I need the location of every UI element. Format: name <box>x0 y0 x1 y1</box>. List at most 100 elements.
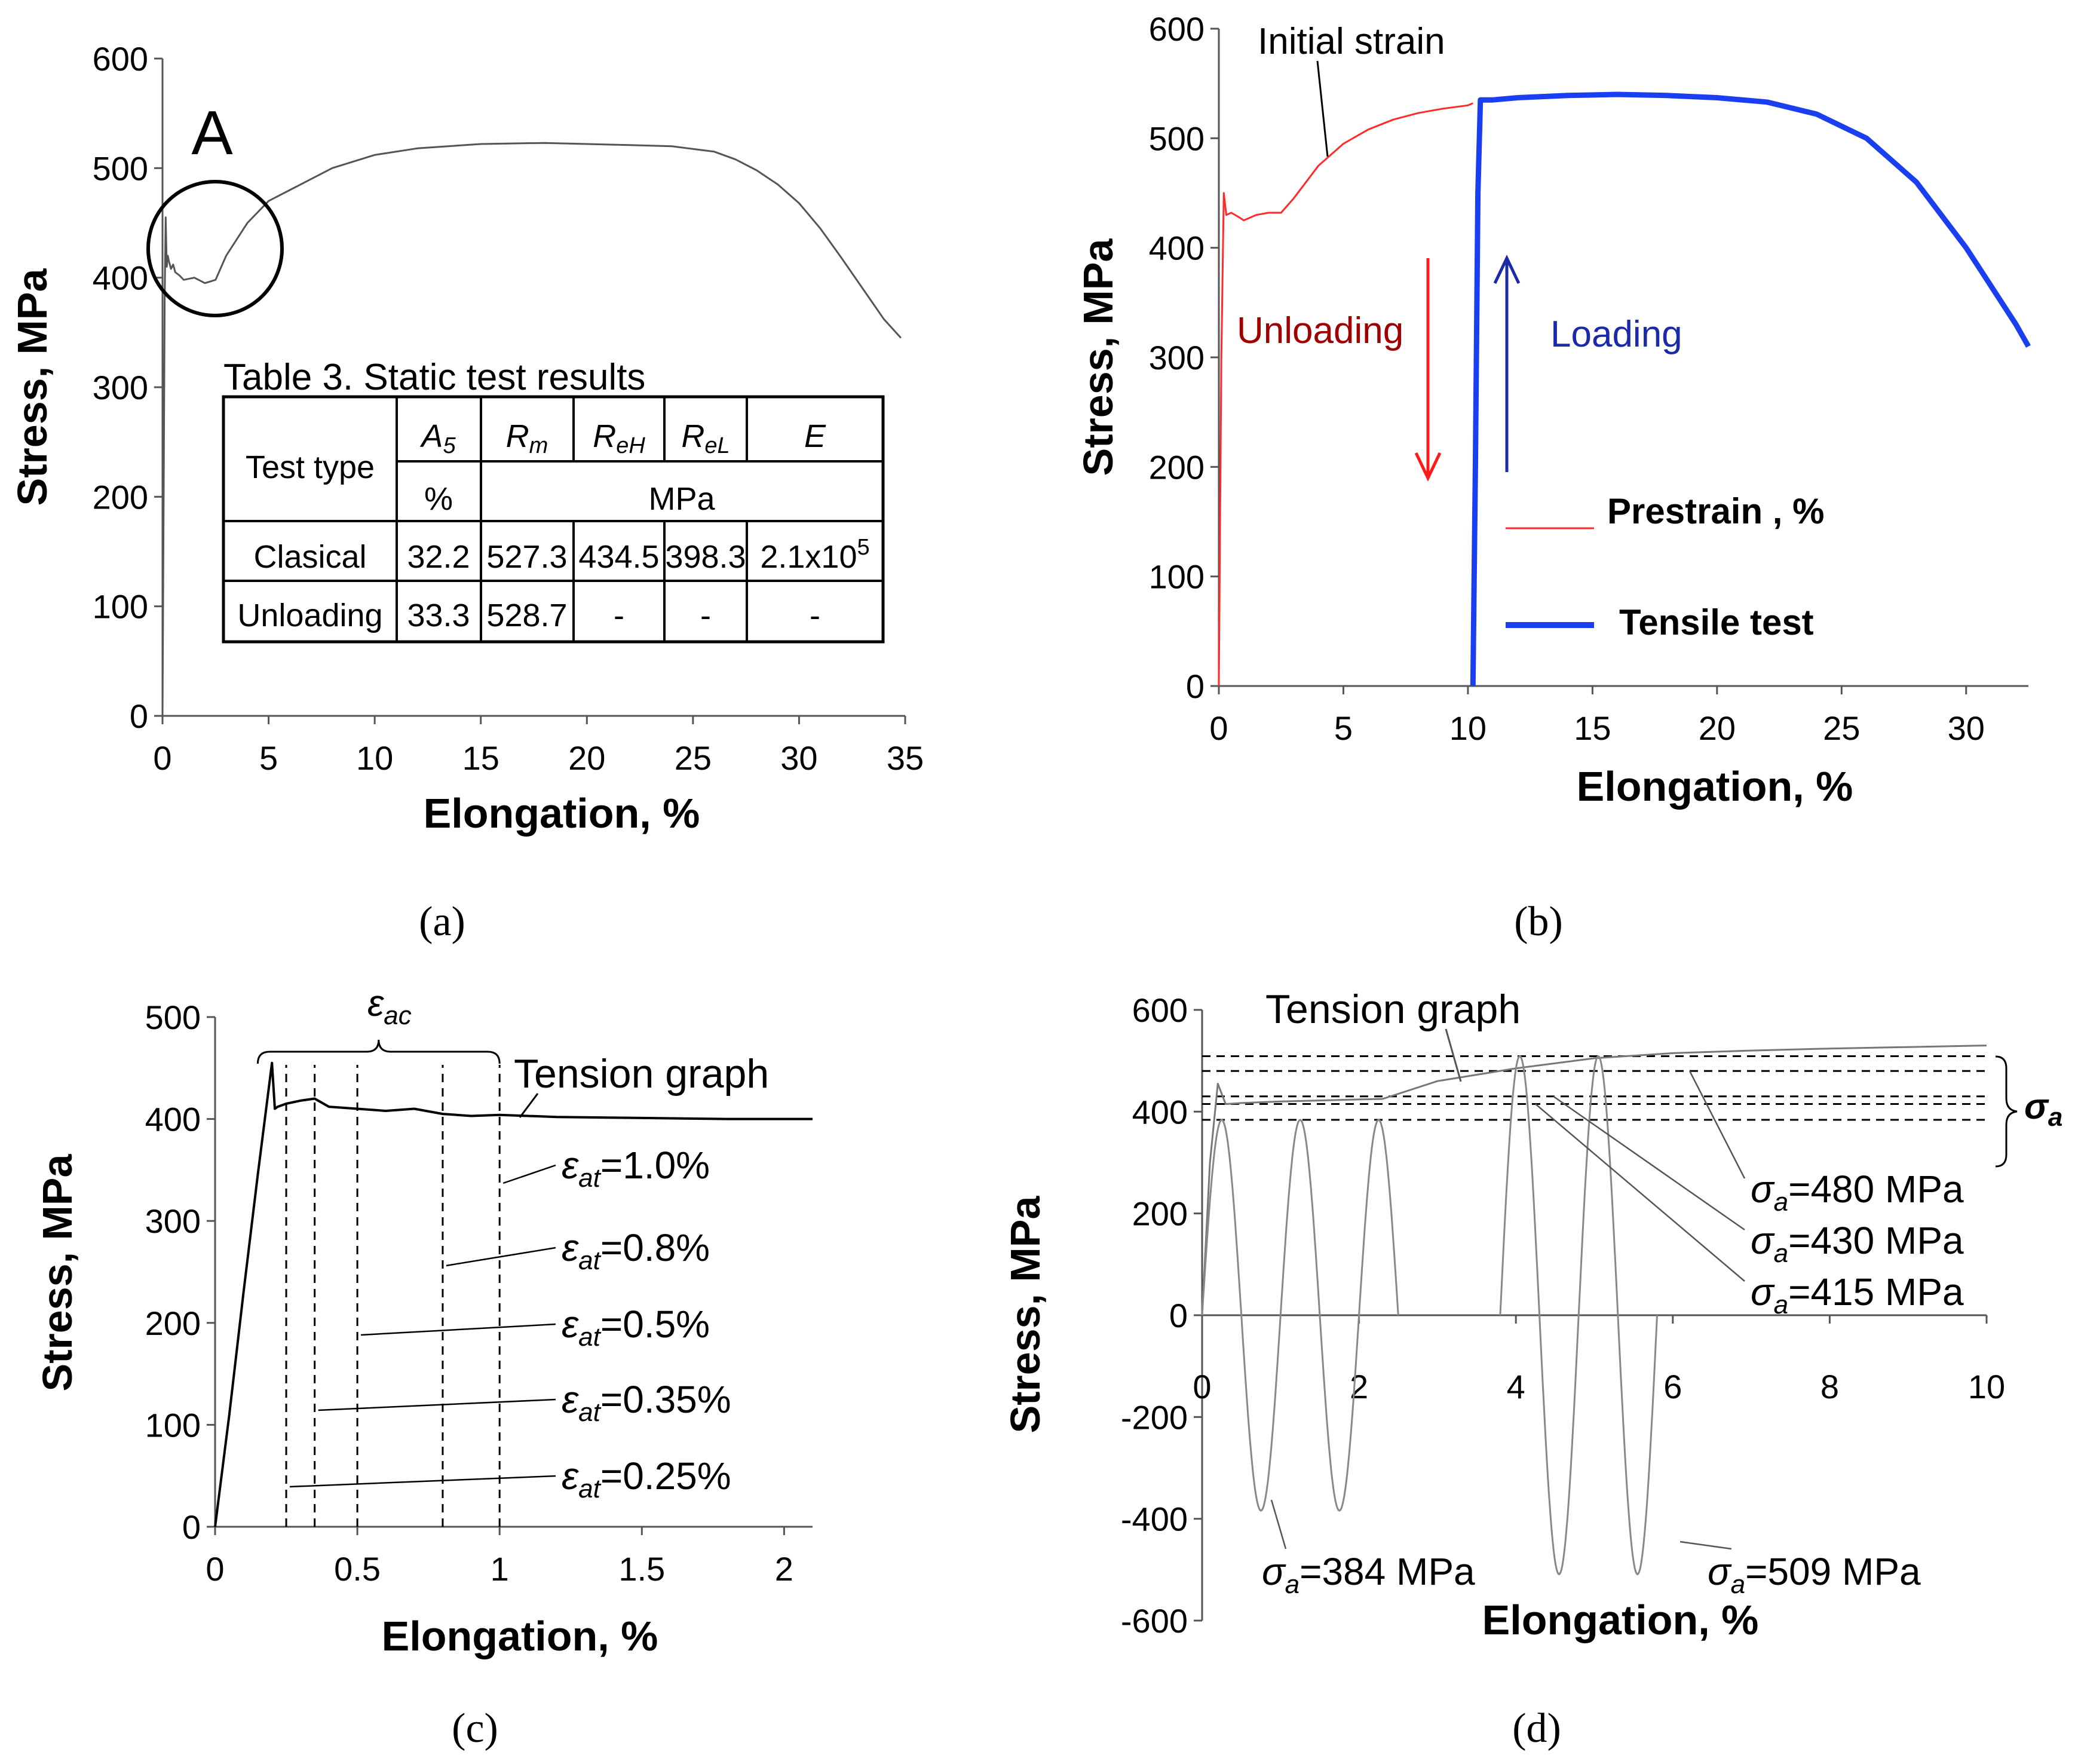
x-axis-title: Elongation, % <box>424 790 700 837</box>
c-tension-leader <box>519 1093 539 1118</box>
y-tick-label: 500 <box>145 999 201 1036</box>
legend-label-prestrain: Prestrain , % <box>1607 491 1825 531</box>
b-unloading-arrowhead <box>1414 452 1442 482</box>
x-tick-label: 0 <box>153 739 171 777</box>
y-tick-label: -200 <box>1121 1398 1188 1436</box>
x-axis-title: Elongation, % <box>382 1613 658 1659</box>
b-prestrain-curve <box>1218 102 1473 687</box>
c-strain-label: εat=1.0% <box>562 1144 710 1193</box>
table-cell: Clasical <box>253 539 366 575</box>
y-tick-label: 500 <box>1149 120 1204 157</box>
y-tick-label: 0 <box>182 1508 201 1546</box>
y-tick-label: 400 <box>1149 229 1204 267</box>
x-tick-label: 2 <box>1350 1368 1368 1405</box>
y-tick-label: 600 <box>1132 991 1188 1029</box>
y-tick-label: 500 <box>93 149 148 187</box>
y-tick-label: 0 <box>1186 667 1204 705</box>
x-tick-label: 20 <box>1699 709 1736 747</box>
d-brace-label: σa <box>2024 1086 2062 1132</box>
x-tick-label: 6 <box>1663 1368 1682 1405</box>
panel-b: 0 100 200 300 400 500 600 0 5 10 15 20 25 30 Elongatio… <box>1075 10 2031 945</box>
y-tick-label: 600 <box>93 40 148 78</box>
d-stress-leader <box>1688 1070 1746 1179</box>
d-stress-leader <box>1535 1103 1745 1282</box>
x-tick-label: 0 <box>1209 709 1228 747</box>
c-bracket-label: εac <box>367 983 412 1030</box>
c-plot-area: 0 100 200 300 400 500 0 0.5 1 1.5 2 Elongation, % St… <box>34 999 813 1659</box>
x-tick-label: 30 <box>1948 709 1985 747</box>
a-caption: (a) <box>419 899 465 945</box>
table-cell: 528.7 <box>486 598 567 633</box>
y-tick-label: 0 <box>1169 1297 1188 1334</box>
y-tick-label: 300 <box>145 1202 201 1240</box>
table-unit-percent: % <box>424 481 453 517</box>
b-annotation-unloading: Unloading <box>1237 310 1403 351</box>
y-axis-title: Stress, MPa <box>1075 238 1121 476</box>
x-axis-title: Elongation, % <box>1577 763 1853 810</box>
y-tick-label: 100 <box>145 1406 201 1444</box>
d-stress-leader <box>1553 1095 1745 1231</box>
x-tick-label: 20 <box>568 739 605 777</box>
c-strain-label: εat=0.8% <box>562 1226 710 1275</box>
y-tick-label: 400 <box>145 1101 201 1138</box>
b-initial-strain-leader <box>1316 60 1329 157</box>
d-stress-label: σa=509 MPa <box>1708 1550 1921 1599</box>
x-tick-label: 10 <box>1449 709 1487 747</box>
x-tick-label: 0.5 <box>334 1550 381 1588</box>
table-header-rm: Rm <box>506 418 548 458</box>
x-tick-label: 30 <box>780 739 817 777</box>
b-annotation-initial-strain: Initial strain <box>1258 21 1445 62</box>
x-tick-label: 0 <box>206 1550 224 1588</box>
x-tick-label: 15 <box>462 739 499 777</box>
d-stress-leader <box>1679 1541 1732 1550</box>
b-loading-arrowhead <box>1493 255 1521 284</box>
y-tick-label: 200 <box>1132 1195 1188 1233</box>
b-annotation-loading: Loading <box>1550 314 1682 355</box>
d-stress-label: σa=384 MPa <box>1262 1550 1475 1599</box>
d-sigma-brace <box>1995 1055 2018 1168</box>
y-tick-label: 200 <box>93 478 148 516</box>
y-tick-label: 200 <box>1149 448 1204 486</box>
panel-a: 0 100 200 300 400 500 600 0 5 10 15 20 25 30 35 Elongat… <box>9 40 924 945</box>
x-tick-label: 0 <box>1193 1368 1211 1405</box>
table-cell: - <box>810 598 820 633</box>
b-tensile-curve <box>1470 91 2031 687</box>
d-stress-label: σa=430 MPa <box>1751 1219 1964 1268</box>
c-strain-leader <box>289 1475 556 1488</box>
table-cell: 33.3 <box>407 598 470 633</box>
x-tick-label: 25 <box>1823 709 1860 747</box>
d-tension-leader <box>1445 1028 1462 1082</box>
x-tick-label: 25 <box>675 739 712 777</box>
b-legend: Prestrain , % Tensile test <box>1506 491 1825 642</box>
y-tick-label: -400 <box>1121 1500 1188 1538</box>
y-axis-title: Stress, MPa <box>1002 1196 1049 1434</box>
y-tick-label: 600 <box>1149 10 1204 48</box>
c-strain-leader <box>446 1247 556 1267</box>
y-tick-label: 400 <box>1132 1093 1188 1131</box>
x-tick-label: 10 <box>1968 1368 2005 1405</box>
table-header-rel: ReL <box>681 418 730 458</box>
y-tick-label: 0 <box>130 697 148 735</box>
table-header-test-type: Test type <box>246 449 375 485</box>
x-tick-label: 5 <box>259 739 278 777</box>
b-plot-area: 0 100 200 300 400 500 600 0 5 10 15 20 25 30 Elongatio… <box>1075 10 2031 810</box>
c-strain-leader <box>318 1398 556 1411</box>
c-strain-leader <box>502 1164 556 1184</box>
table-cell: 32.2 <box>407 539 470 575</box>
table-cell: 434.5 <box>578 539 659 575</box>
legend-label-tensile: Tensile test <box>1619 602 1814 642</box>
x-tick-label: 4 <box>1507 1368 1525 1405</box>
c-strain-label: εat=0.25% <box>562 1454 731 1503</box>
table-cell: 398.3 <box>665 539 746 575</box>
table-unit-mpa: MPa <box>648 481 715 517</box>
c-strain-leader <box>361 1323 556 1336</box>
table-header-e: E <box>804 418 826 454</box>
y-tick-label: -600 <box>1121 1602 1188 1640</box>
x-tick-label: 8 <box>1820 1368 1839 1405</box>
y-tick-label: 400 <box>93 259 148 297</box>
table-title: Table 3. Static test results <box>223 357 645 398</box>
c-tension-curve <box>214 1061 813 1527</box>
